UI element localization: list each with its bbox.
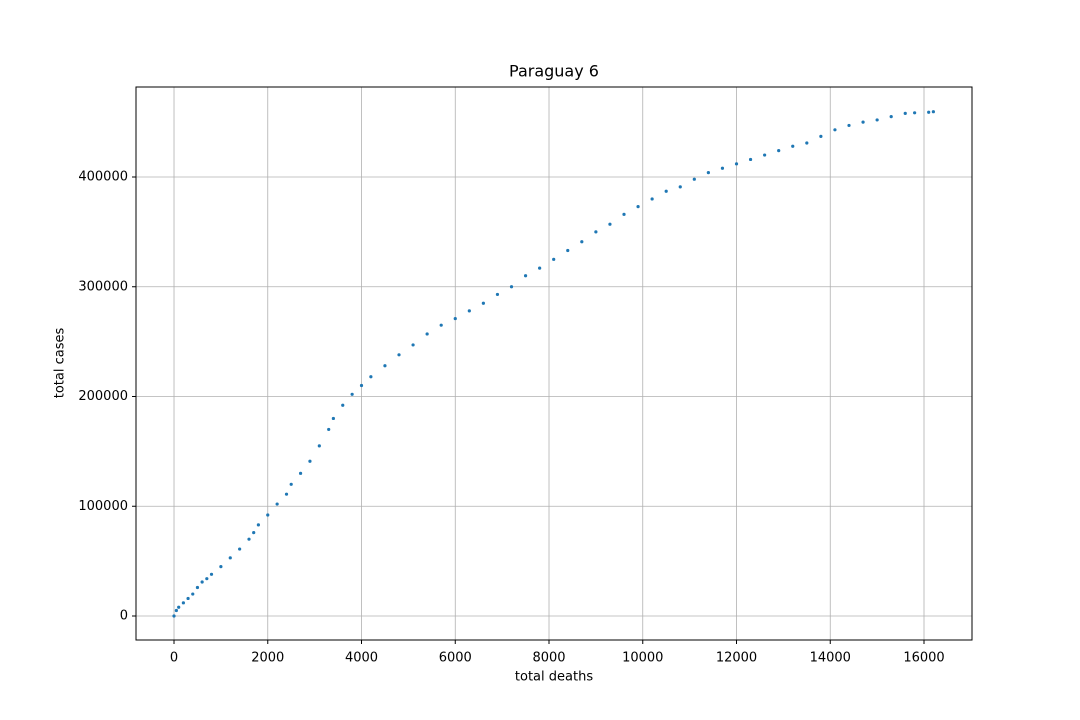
- point: [889, 115, 893, 119]
- point: [650, 197, 654, 201]
- point: [678, 185, 682, 189]
- point: [200, 580, 204, 584]
- x-tick-label: 4000: [345, 651, 378, 666]
- point: [411, 343, 415, 347]
- point: [552, 257, 556, 261]
- x-tick-label: 0: [170, 651, 178, 666]
- point: [608, 222, 612, 226]
- point: [308, 459, 312, 463]
- point: [805, 141, 809, 145]
- x-tick-label: 2000: [251, 651, 284, 666]
- point: [186, 596, 190, 601]
- chart-title: Paraguay 6: [509, 62, 599, 81]
- point: [538, 266, 542, 270]
- point: [181, 601, 185, 605]
- point: [833, 128, 837, 132]
- point: [205, 577, 209, 581]
- x-tick-label: 10000: [622, 651, 663, 666]
- x-tick-label: 8000: [532, 651, 565, 666]
- y-axis-label: total cases: [53, 328, 68, 399]
- point: [209, 572, 214, 576]
- point: [748, 157, 753, 162]
- point: [275, 502, 279, 506]
- point: [847, 123, 851, 128]
- point: [580, 240, 584, 244]
- point: [172, 614, 176, 618]
- point: [177, 605, 181, 609]
- point: [913, 111, 917, 115]
- x-axis-label: total deaths: [515, 670, 593, 685]
- point: [383, 364, 387, 368]
- point: [453, 316, 457, 321]
- plot-frame: [135, 86, 973, 641]
- y-tick-label: 200000: [78, 389, 128, 404]
- point: [289, 482, 293, 486]
- point: [298, 471, 303, 475]
- x-tick-label: 16000: [903, 651, 944, 666]
- point: [566, 248, 570, 253]
- y-tick-label: 100000: [78, 499, 128, 514]
- point: [247, 537, 251, 541]
- point: [266, 513, 270, 517]
- point: [341, 403, 345, 407]
- point: [664, 189, 668, 193]
- point: [369, 375, 373, 379]
- point: [284, 492, 289, 496]
- point: [317, 444, 321, 448]
- point: [861, 120, 865, 124]
- x-tick-label: 6000: [439, 651, 472, 666]
- point: [359, 383, 364, 388]
- point: [523, 274, 528, 278]
- point: [327, 427, 331, 432]
- point: [439, 323, 443, 327]
- point: [791, 144, 795, 148]
- point: [734, 162, 739, 166]
- point: [252, 530, 256, 535]
- point: [191, 592, 195, 596]
- point: [174, 608, 178, 613]
- point: [903, 111, 907, 115]
- point: [927, 110, 931, 114]
- point: [509, 285, 514, 289]
- point: [622, 212, 626, 216]
- point: [219, 565, 223, 569]
- point: [931, 110, 935, 114]
- point: [495, 292, 500, 297]
- point: [467, 309, 471, 313]
- point: [636, 205, 640, 209]
- point: [425, 332, 429, 336]
- point: [228, 556, 232, 560]
- point: [481, 301, 485, 305]
- y-tick-label: 400000: [78, 170, 128, 185]
- point: [819, 134, 823, 138]
- point: [594, 230, 598, 234]
- point: [763, 153, 767, 157]
- point: [331, 416, 335, 421]
- x-tick-label: 12000: [716, 651, 757, 666]
- point: [692, 177, 696, 181]
- x-tick-label: 14000: [810, 651, 851, 666]
- point: [256, 523, 260, 527]
- point: [350, 392, 354, 396]
- point: [195, 585, 200, 590]
- point: [777, 149, 781, 153]
- y-tick-label: 0: [120, 608, 128, 623]
- point: [238, 547, 242, 551]
- point: [397, 353, 401, 357]
- y-tick-label: 300000: [78, 279, 128, 294]
- point: [706, 171, 710, 175]
- point: [875, 118, 879, 122]
- point: [720, 166, 725, 170]
